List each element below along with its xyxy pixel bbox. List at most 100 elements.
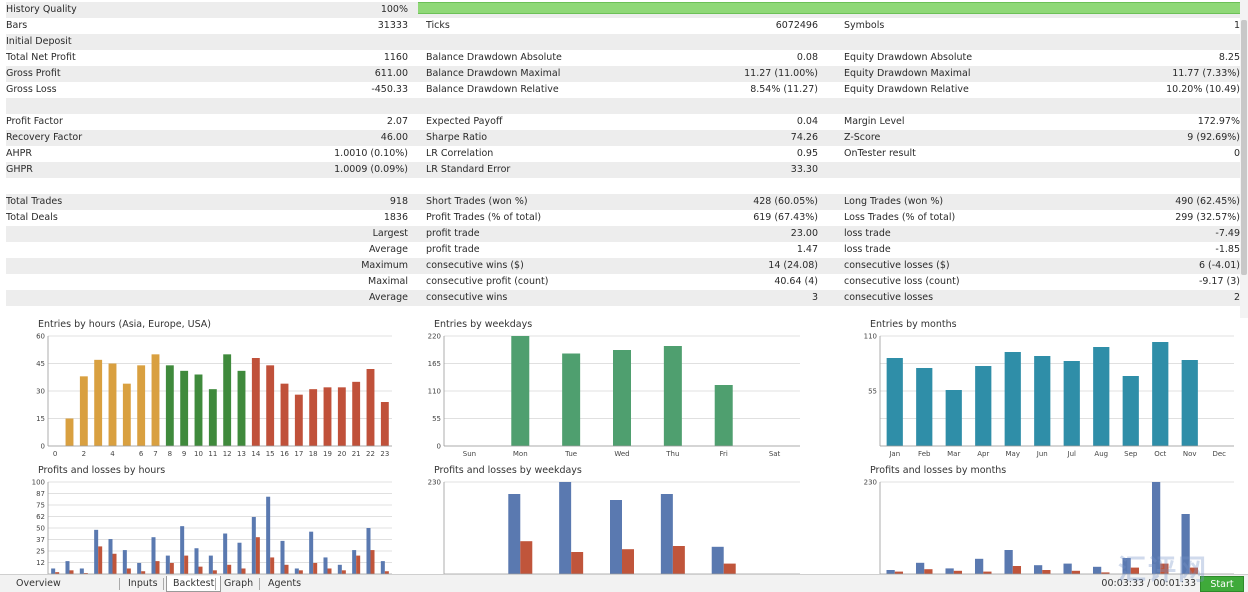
y-tick-label: 0	[41, 443, 45, 451]
loss-bar	[384, 571, 389, 574]
bar	[562, 353, 581, 446]
profit-bar	[711, 546, 724, 574]
x-tick-label: 22	[366, 450, 375, 458]
stat-value: 46.00	[380, 132, 408, 143]
vertical-scrollbar[interactable]	[1240, 0, 1248, 318]
profit-bar	[237, 542, 242, 574]
x-tick-label: Sun	[463, 450, 476, 458]
bar	[916, 368, 933, 446]
x-tick-label: Dec	[1212, 450, 1226, 458]
x-tick-label: 18	[309, 450, 318, 458]
loss-bar	[356, 555, 361, 574]
stat-value: 611.00	[374, 68, 408, 79]
y-tick-label: 110	[428, 388, 441, 396]
profit-bar	[137, 562, 142, 574]
loss-bar	[571, 552, 584, 574]
chart-svg: 220 165 110 55 0 Sun Mon Tue Wed Thu Fri Sat	[428, 333, 800, 458]
x-tick-label: Mar	[947, 450, 960, 458]
stat-label: Equity Drawdown Absolute	[844, 52, 973, 63]
x-tick-label: 9	[182, 450, 186, 458]
tab-agents[interactable]: Agents	[268, 578, 302, 589]
stats-row: Bars 31333 Ticks 6072496 Symbols 1	[6, 18, 1240, 34]
stat-value: 3	[811, 292, 818, 303]
stat-value: 31333	[377, 20, 408, 31]
y-tick-label: 30	[36, 388, 45, 396]
loss-bar	[520, 541, 533, 574]
bar	[1181, 360, 1198, 446]
stat-label: Maximal	[368, 276, 408, 287]
bar	[380, 402, 389, 446]
stat-label: Total Trades	[6, 196, 63, 207]
profit-bar	[660, 494, 673, 574]
scrollbar-thumb[interactable]	[1241, 20, 1247, 275]
stat-label: OnTester result	[844, 148, 916, 159]
loss-bar	[1130, 567, 1140, 574]
tab-separator	[259, 578, 260, 590]
stats-row: Initial Deposit	[6, 34, 1240, 50]
y-tick-label: 110	[864, 333, 877, 341]
x-tick-label: Oct	[1154, 450, 1166, 458]
stats-row: Maximum consecutive wins ($) 14 (24.08) con…	[6, 258, 1240, 274]
profit-bar	[1092, 566, 1102, 574]
loss-bar	[270, 557, 275, 574]
stat-value: 1	[1233, 20, 1240, 31]
stat-value: -7.49	[1215, 228, 1240, 239]
stat-value: 11.27 (11.00%)	[744, 68, 818, 79]
tab-inputs[interactable]: Inputs	[128, 578, 158, 589]
stat-label: Maximum	[361, 260, 408, 271]
tab-backtest[interactable]: Backtest	[166, 576, 222, 592]
y-tick-label: 55	[868, 388, 877, 396]
x-tick-label: 7	[153, 450, 157, 458]
loss-bar	[98, 546, 103, 574]
x-tick-label: 13	[237, 450, 246, 458]
bar	[251, 358, 260, 446]
profit-bar	[1151, 482, 1161, 574]
x-tick-label: Jun	[1036, 450, 1048, 458]
chart-title: Entries by months	[870, 319, 957, 330]
bar	[352, 381, 361, 446]
stats-row: Gross Profit 611.00 Balance Drawdown Maxim…	[6, 66, 1240, 82]
stat-value: 10.20% (10.49)	[1166, 84, 1240, 95]
bar	[323, 387, 332, 446]
stats-row: Profit Factor 2.07 Expected Payoff 0.04 Marg…	[6, 114, 1240, 130]
stats-row: Average profit trade 1.47 loss trade -1.85	[6, 242, 1240, 258]
y-tick-label: 12	[36, 559, 45, 567]
bar	[151, 354, 160, 446]
stat-value: 2	[1233, 292, 1240, 303]
bar	[79, 376, 88, 446]
profit-bar	[208, 555, 213, 574]
stat-value: 428 (60.05%)	[753, 196, 818, 207]
y-tick-label: 37	[36, 536, 45, 544]
chart-entries-months: Entries by months 110 55 Jan Feb Mar Apr May Jun…	[864, 319, 1236, 460]
profit-bar	[610, 500, 622, 574]
tab-graph[interactable]: Graph	[224, 578, 254, 589]
stat-label: Balance Drawdown Maximal	[426, 68, 561, 79]
y-tick-label: 165	[428, 360, 441, 368]
bar	[1152, 342, 1169, 446]
loss-bar	[313, 562, 318, 574]
stat-value: 0.04	[796, 116, 818, 127]
profit-bar	[294, 568, 299, 574]
x-tick-label: 16	[280, 450, 289, 458]
loss-bar	[112, 553, 117, 574]
profit-bar	[352, 550, 357, 574]
bar	[122, 383, 131, 446]
profit-bar	[309, 531, 314, 574]
y-tick-label: 60	[36, 333, 45, 341]
chart-pl-months: Profits and losses by months 230	[864, 465, 1236, 576]
profit-bar	[122, 550, 127, 574]
x-tick-label: Jul	[1067, 450, 1077, 458]
tab-overview[interactable]: Overview	[16, 578, 61, 589]
bar	[886, 358, 903, 446]
chart-title: Profits and losses by months	[870, 465, 1007, 476]
y-tick-label: 230	[864, 479, 877, 487]
y-tick-label: 62	[36, 513, 45, 521]
x-tick-label: 19	[323, 450, 332, 458]
stat-value: 1836	[383, 212, 408, 223]
stat-label: consecutive losses	[844, 292, 934, 303]
stat-label: Initial Deposit	[6, 36, 72, 47]
x-tick-label: 21	[352, 450, 361, 458]
x-tick-label: 11	[208, 450, 217, 458]
stat-value: 619 (67.43%)	[753, 212, 818, 223]
stat-value	[268, 274, 408, 290]
